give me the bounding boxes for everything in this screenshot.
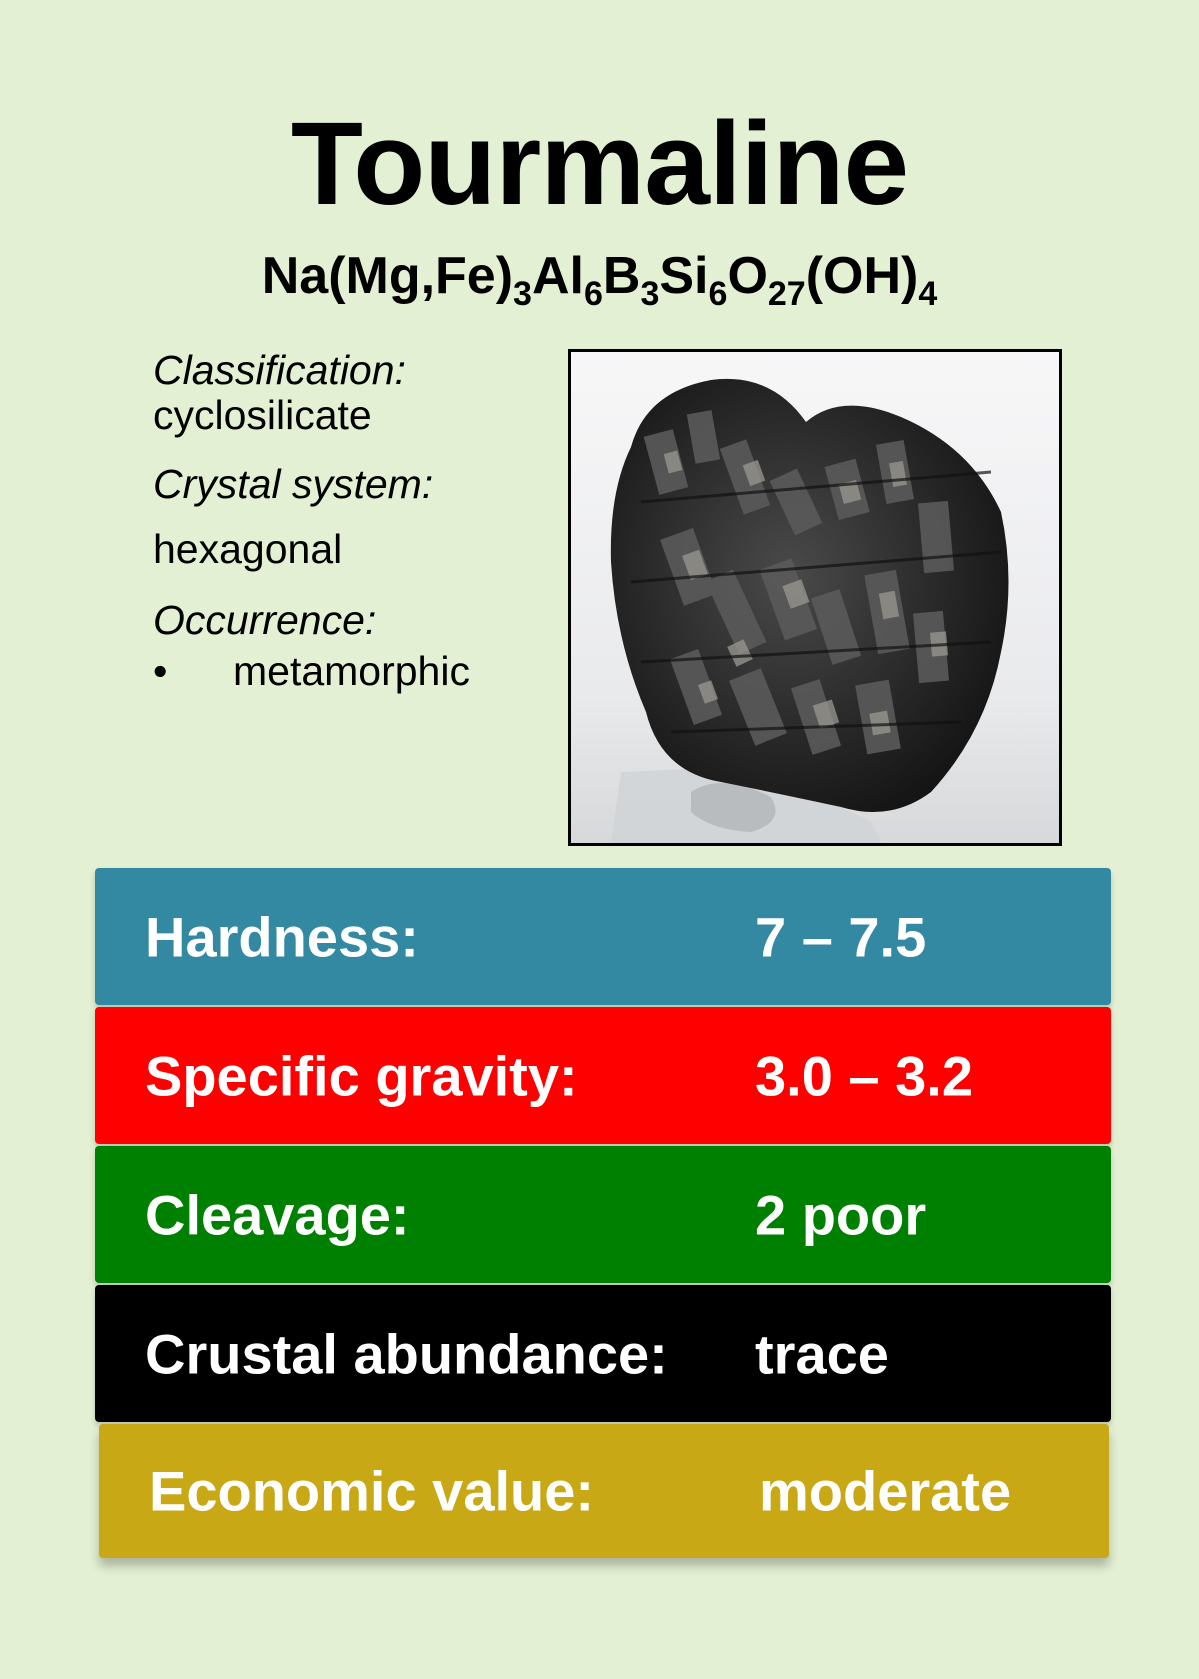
formula-subscript: 4 xyxy=(918,275,938,313)
property-label: Cleavage: xyxy=(145,1183,410,1246)
property-label: Crustal abundance: xyxy=(145,1322,668,1385)
mineral-photo xyxy=(568,349,1062,846)
property-value: 2 poor xyxy=(755,1183,927,1246)
formula-subscript: 27 xyxy=(767,275,806,313)
chemical-formula: Na(Mg,Fe)3Al6B3Si6O27(OH)4 xyxy=(0,247,1199,311)
classification-value: cyclosilicate xyxy=(153,392,372,439)
property-value: 3.0 – 3.2 xyxy=(755,1044,973,1107)
formula-subscript: 3 xyxy=(513,275,532,313)
property-label: Hardness: xyxy=(145,905,419,968)
formula-subscript: 6 xyxy=(583,275,603,313)
formula-part: B xyxy=(602,247,641,305)
formula-subscript: 6 xyxy=(708,275,728,313)
classification-label: Classification: xyxy=(153,347,406,393)
formula-part: Si xyxy=(659,247,709,305)
mineral-info: Classification: cyclosilicate Crystal sy… xyxy=(153,347,553,695)
crystal-system-label: Crystal system: xyxy=(153,461,434,508)
properties-table: Hardness: 7 – 7.5 Specific gravity: 3.0 … xyxy=(95,868,1111,1560)
mineral-title: Tourmaline xyxy=(290,98,909,230)
tourmaline-specimen-image xyxy=(571,352,1059,843)
occurrence-item: • metamorphic xyxy=(153,649,553,694)
property-value: 7 – 7.5 xyxy=(755,905,927,968)
occurrence-item-text: metamorphic xyxy=(233,648,470,695)
formula-part: O xyxy=(727,247,768,305)
formula-subscript: 3 xyxy=(640,275,660,313)
property-label: Specific gravity: xyxy=(145,1044,578,1107)
bullet-icon: • xyxy=(153,648,168,695)
formula-part: Na(Mg,Fe) xyxy=(261,247,514,305)
property-label: Economic value: xyxy=(149,1459,595,1523)
property-row-crustal-abundance: Crustal abundance: trace xyxy=(95,1285,1111,1422)
property-value: trace xyxy=(755,1322,889,1385)
property-row-cleavage: Cleavage: 2 poor xyxy=(95,1146,1111,1283)
property-row-economic-value: Economic value: moderate xyxy=(99,1424,1109,1558)
property-value: moderate xyxy=(759,1459,1012,1523)
formula-part: (OH) xyxy=(805,247,919,305)
crystal-system-value: hexagonal xyxy=(153,526,343,573)
formula-part: Al xyxy=(531,247,584,305)
occurrence-label: Occurrence: xyxy=(153,597,377,644)
property-row-specific-gravity: Specific gravity: 3.0 – 3.2 xyxy=(95,1007,1111,1144)
property-row-hardness: Hardness: 7 – 7.5 xyxy=(95,868,1111,1005)
